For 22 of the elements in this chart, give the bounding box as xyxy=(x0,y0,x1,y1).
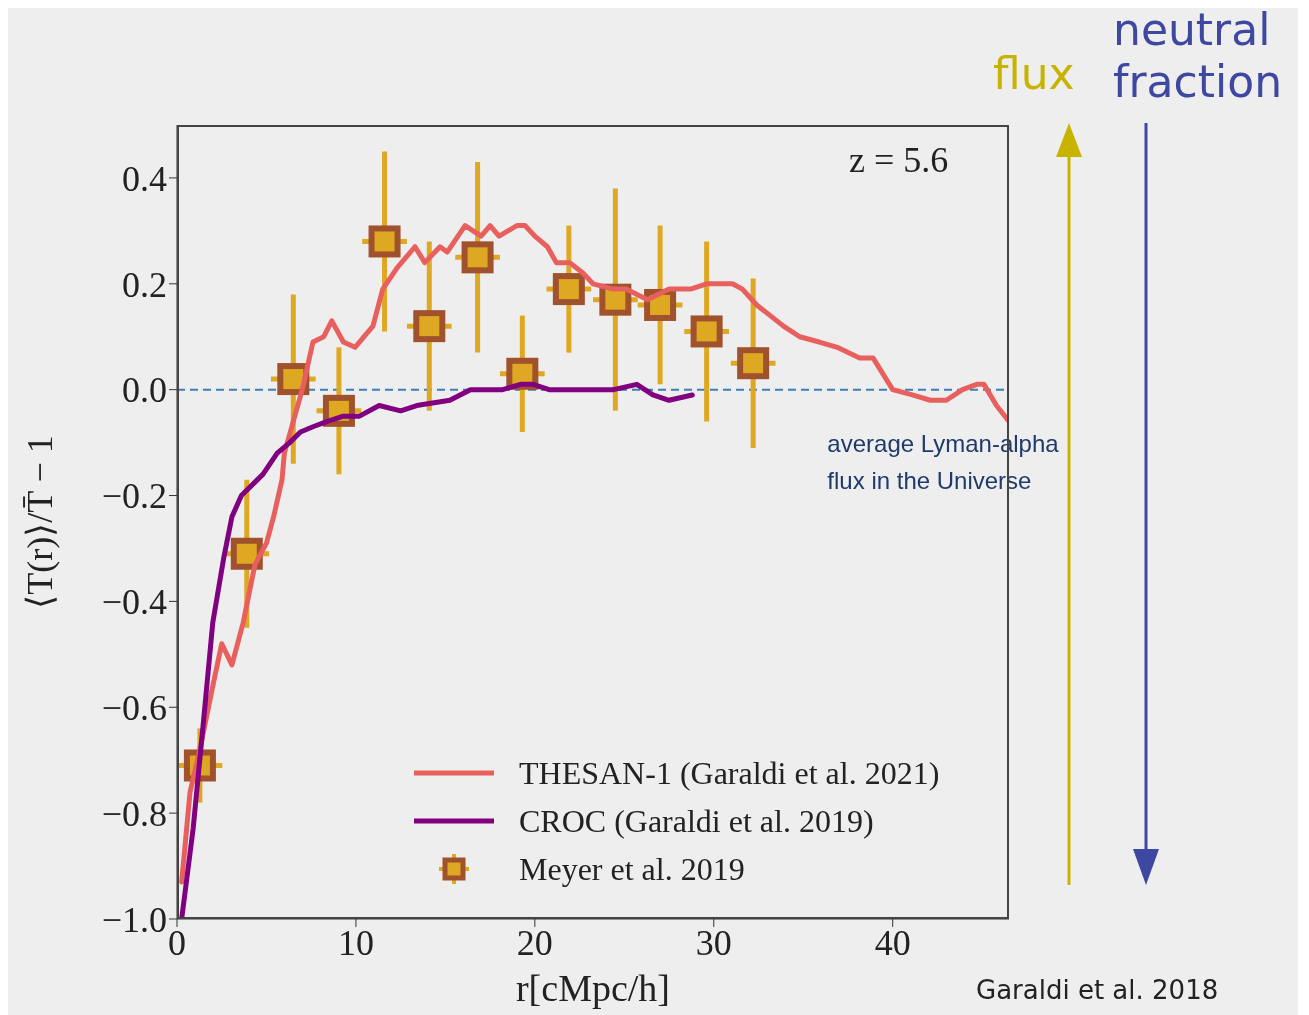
y-tick-label: 0.4 xyxy=(122,158,167,199)
text: neutral fraction xyxy=(1113,4,1284,108)
x-tick-label: 0 xyxy=(168,922,186,963)
y-axis-title: ⟨T(r)⟩/T̄ − 1 xyxy=(19,435,60,609)
y-tick-label: −0.4 xyxy=(101,582,167,623)
x-tick-label: 10 xyxy=(337,922,374,963)
y-tick-label: −1.0 xyxy=(101,899,167,940)
x-axis-title: r[cMpc/h] xyxy=(515,967,671,1009)
y-tick-label: −0.2 xyxy=(101,476,167,517)
y-tick-label: −0.8 xyxy=(101,793,167,834)
legend-label: CROC (Garaldi et al. 2019) xyxy=(519,802,874,840)
text: Garaldi et al. 2018 xyxy=(976,975,1219,1005)
x-tick-label: 30 xyxy=(695,922,732,963)
annotation: z = 5.6 xyxy=(849,139,949,181)
y-tick-label: 0.2 xyxy=(122,264,167,305)
legend-label: THESAN-1 (Garaldi et al. 2021) xyxy=(519,754,940,792)
y-tick-label: 0.0 xyxy=(122,370,167,411)
x-tick-label: 20 xyxy=(516,922,553,963)
x-tick-label: 40 xyxy=(874,922,911,963)
legend-label: Meyer et al. 2019 xyxy=(519,850,745,888)
text: flux xyxy=(993,48,1075,99)
y-tick-label: −0.6 xyxy=(101,688,167,729)
